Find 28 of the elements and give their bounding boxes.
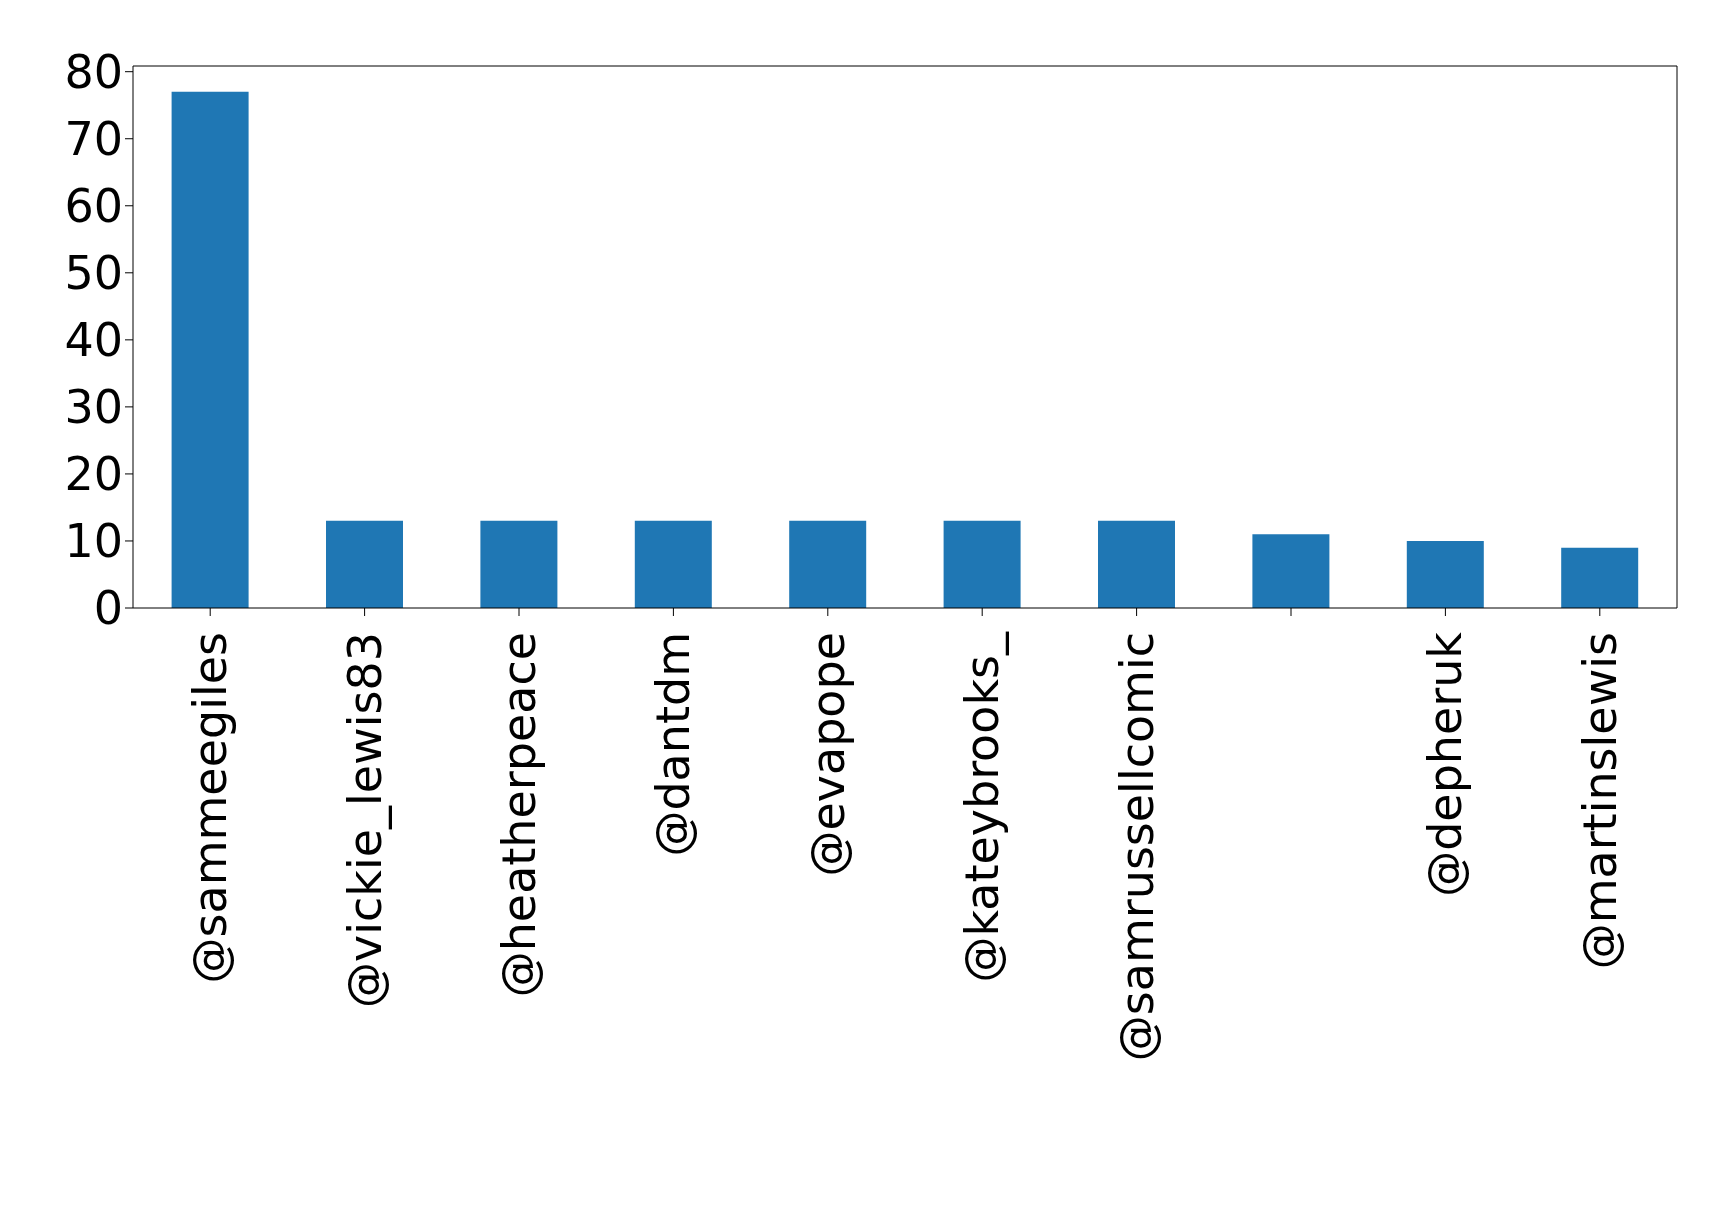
y-tick-label: 60 bbox=[64, 179, 123, 234]
y-tick-label: 20 bbox=[64, 447, 123, 502]
bar bbox=[1098, 520, 1175, 608]
bar bbox=[634, 520, 712, 608]
x-tick-label: @sammeegiles bbox=[183, 632, 238, 984]
bar bbox=[789, 520, 867, 608]
x-tick-label: @martinslewis bbox=[1572, 632, 1627, 970]
y-tick-label: 40 bbox=[64, 313, 123, 368]
bar bbox=[1561, 547, 1639, 608]
bar bbox=[326, 520, 403, 608]
x-tick-label: @dantdm bbox=[646, 632, 701, 857]
bar bbox=[171, 91, 249, 608]
y-tick-label: 50 bbox=[64, 246, 123, 301]
y-tick-label: 0 bbox=[93, 581, 123, 636]
x-tick-label: @kateybrooks_ bbox=[955, 631, 1010, 983]
bar bbox=[1406, 540, 1484, 608]
bar bbox=[1252, 534, 1330, 608]
bar bbox=[943, 520, 1021, 608]
x-tick-label: @evapope bbox=[800, 632, 855, 877]
y-tick-label: 80 bbox=[64, 45, 123, 100]
x-tick-label: @depheruk bbox=[1418, 631, 1473, 897]
y-tick-label: 30 bbox=[64, 380, 123, 435]
y-tick-label: 70 bbox=[64, 112, 123, 167]
bar bbox=[480, 520, 558, 608]
x-tick-label: @vickie_lewis83 bbox=[337, 632, 392, 1008]
x-tick-label: @heatherpeace bbox=[492, 632, 546, 998]
x-tick-label: @samrussellcomic bbox=[1109, 632, 1164, 1062]
y-tick-label: 10 bbox=[64, 514, 123, 569]
